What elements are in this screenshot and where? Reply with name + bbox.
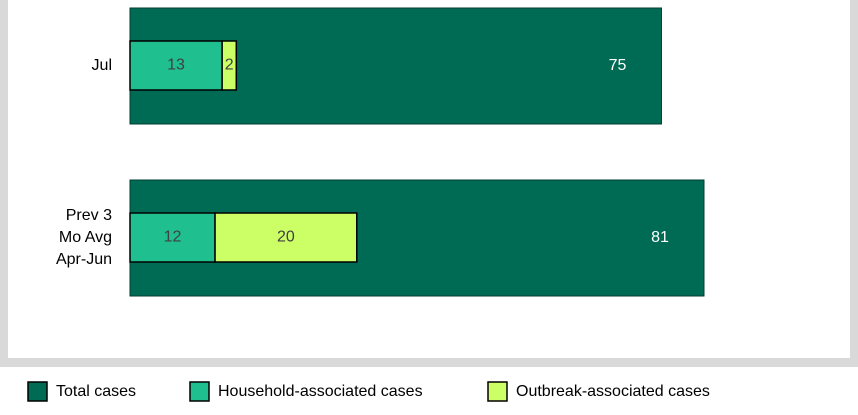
segment-label: 20: [277, 229, 295, 246]
category-label: Apr-Jun: [56, 251, 112, 268]
legend-label: Household-associated cases: [218, 383, 423, 400]
category-label: Jul: [92, 57, 112, 74]
segment-label: 13: [167, 57, 185, 74]
total-label: 81: [651, 229, 669, 246]
segment-bar: [221, 40, 238, 91]
legend-label: Total cases: [56, 383, 136, 400]
category-label: Prev 3: [66, 207, 112, 224]
category-label: Mo Avg: [59, 229, 112, 246]
legend-swatch: [189, 381, 210, 402]
segment-bar: [214, 212, 358, 263]
segment-bar: [129, 212, 216, 263]
legend-swatch: [27, 381, 48, 402]
segment-label: 2: [225, 57, 234, 74]
total-label: 75: [609, 57, 627, 74]
legend-swatch: [487, 381, 508, 402]
segment-label: 12: [164, 229, 182, 246]
legend-label: Outbreak-associated cases: [516, 383, 710, 400]
legend-panel: [0, 367, 858, 415]
